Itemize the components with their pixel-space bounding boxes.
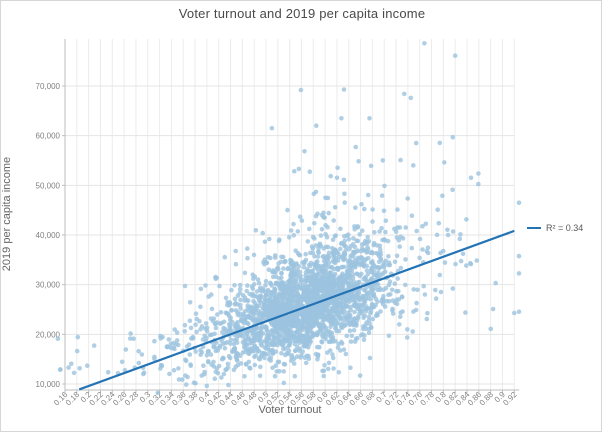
trendline-legend: R² = 0.34 [527, 223, 583, 233]
svg-text:40,000: 40,000 [36, 231, 61, 240]
trendline-legend-label: R² = 0.34 [546, 223, 584, 233]
svg-text:60,000: 60,000 [36, 132, 61, 141]
x-axis-title: Voter turnout [258, 404, 322, 416]
chart-title: Voter turnout and 2019 per capita income [178, 6, 426, 21]
svg-text:70,000: 70,000 [36, 82, 61, 91]
svg-text:30,000: 30,000 [36, 281, 61, 290]
svg-text:50,000: 50,000 [36, 181, 61, 190]
svg-text:20,000: 20,000 [36, 330, 61, 339]
svg-text:10,000: 10,000 [36, 380, 61, 389]
trendline-legend-marker [527, 227, 541, 229]
